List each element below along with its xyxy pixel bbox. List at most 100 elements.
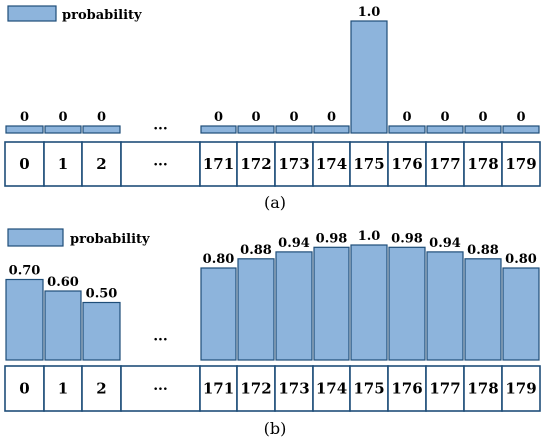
ellipsis-label: ··· bbox=[153, 157, 168, 173]
bin-label: 177 bbox=[429, 380, 460, 398]
bin-cell bbox=[349, 365, 389, 412]
value-label: 0 bbox=[440, 110, 449, 125]
value-label: 0 bbox=[58, 110, 67, 125]
bin-label: 173 bbox=[278, 380, 309, 398]
bin-cell bbox=[236, 365, 276, 412]
value-label: 0.88 bbox=[467, 243, 499, 258]
bar bbox=[82, 125, 121, 134]
panel-b: probability 0 0.70 1 0.60 2 0.50 ··· ··· 171 0.80 1… bbox=[4, 228, 541, 438]
bin-label: 178 bbox=[467, 380, 498, 398]
value-label: 0.98 bbox=[316, 231, 348, 246]
value-label: 0.98 bbox=[391, 231, 423, 246]
bin-cell bbox=[349, 141, 389, 187]
value-label: 0.70 bbox=[9, 264, 41, 279]
bin-label: 177 bbox=[429, 155, 460, 173]
panel-a: probability 0 0 1 0 2 0 ··· ··· 171 0 172 0 173 0 174 0 1… bbox=[4, 5, 541, 212]
bin-label: 2 bbox=[96, 155, 106, 173]
legend-swatch bbox=[7, 228, 64, 247]
bar-ellipsis: ··· bbox=[153, 332, 168, 348]
value-label: 1.0 bbox=[358, 5, 381, 20]
bin-label: 0 bbox=[19, 155, 29, 173]
bin-cell bbox=[236, 141, 276, 187]
value-label: 0 bbox=[20, 110, 29, 125]
bin-label: 179 bbox=[505, 380, 536, 398]
bin-cell bbox=[4, 141, 45, 187]
value-label: 0 bbox=[214, 110, 223, 125]
bin-cell bbox=[274, 141, 314, 187]
panel-caption: (a) bbox=[264, 193, 286, 212]
bin-cell bbox=[43, 141, 83, 187]
bar bbox=[200, 125, 237, 134]
bar bbox=[44, 290, 82, 361]
bar bbox=[313, 125, 350, 134]
legend-swatch bbox=[7, 5, 57, 22]
value-label: 0 bbox=[478, 110, 487, 125]
bar bbox=[44, 125, 82, 134]
bin-label: 171 bbox=[203, 155, 234, 173]
bin-cell bbox=[312, 365, 351, 412]
bin-cell bbox=[501, 141, 541, 187]
value-label: 0 bbox=[97, 110, 106, 125]
value-label: 0 bbox=[327, 110, 336, 125]
bin-cell bbox=[387, 141, 427, 187]
bar bbox=[275, 125, 313, 134]
value-label: 0 bbox=[289, 110, 298, 125]
bin-cell bbox=[120, 365, 201, 412]
bin-label: 179 bbox=[505, 155, 536, 173]
bin-label: 175 bbox=[353, 380, 384, 398]
bar bbox=[426, 125, 464, 134]
bin-cell bbox=[463, 141, 503, 187]
bin-cell bbox=[199, 141, 238, 187]
bin-label: 172 bbox=[240, 155, 271, 173]
bar bbox=[350, 244, 388, 361]
value-label: 0 bbox=[402, 110, 411, 125]
bin-label: 1 bbox=[58, 155, 68, 173]
bar bbox=[275, 251, 313, 361]
value-label: 0 bbox=[516, 110, 525, 125]
bin-label: 2 bbox=[96, 380, 106, 398]
value-label: 0.80 bbox=[505, 252, 537, 267]
bin-label: 175 bbox=[353, 155, 384, 173]
bin-cell bbox=[4, 365, 45, 412]
bin-cell bbox=[81, 141, 122, 187]
bin-label: 172 bbox=[240, 380, 271, 398]
legend-label: probability bbox=[70, 232, 150, 247]
bar bbox=[200, 267, 237, 361]
bin-label: 0 bbox=[19, 380, 29, 398]
value-label: 0.80 bbox=[203, 252, 235, 267]
value-label: 0.88 bbox=[240, 243, 272, 258]
value-label: 0 bbox=[251, 110, 260, 125]
bar bbox=[237, 258, 275, 361]
bar bbox=[502, 125, 540, 134]
bar bbox=[237, 125, 275, 134]
bar bbox=[388, 246, 426, 361]
legend-label: probability bbox=[62, 8, 142, 23]
ellipsis-label: ··· bbox=[153, 382, 168, 398]
bin-cell bbox=[312, 141, 351, 187]
value-label: 0.50 bbox=[86, 287, 118, 302]
bin-cell bbox=[81, 365, 122, 412]
bar bbox=[426, 251, 464, 361]
bin-cell bbox=[501, 365, 541, 412]
bar bbox=[464, 258, 502, 361]
bar bbox=[464, 125, 502, 134]
bar bbox=[5, 125, 44, 134]
bar bbox=[5, 278, 44, 361]
panel-caption: (b) bbox=[264, 419, 287, 438]
bar bbox=[502, 267, 540, 361]
value-label: 0.60 bbox=[47, 275, 79, 290]
value-label: 1.0 bbox=[358, 229, 381, 244]
bin-label: 174 bbox=[316, 380, 347, 398]
bar bbox=[313, 246, 350, 361]
bar bbox=[82, 301, 121, 361]
value-label: 0.94 bbox=[278, 236, 310, 251]
bar bbox=[350, 20, 388, 134]
bin-cell bbox=[274, 365, 314, 412]
bin-label: 176 bbox=[391, 155, 422, 173]
bin-label: 173 bbox=[278, 155, 309, 173]
bar-ellipsis: ··· bbox=[153, 121, 168, 137]
bin-label: 178 bbox=[467, 155, 498, 173]
bin-label: 174 bbox=[316, 155, 347, 173]
value-label: 0.94 bbox=[429, 236, 461, 251]
